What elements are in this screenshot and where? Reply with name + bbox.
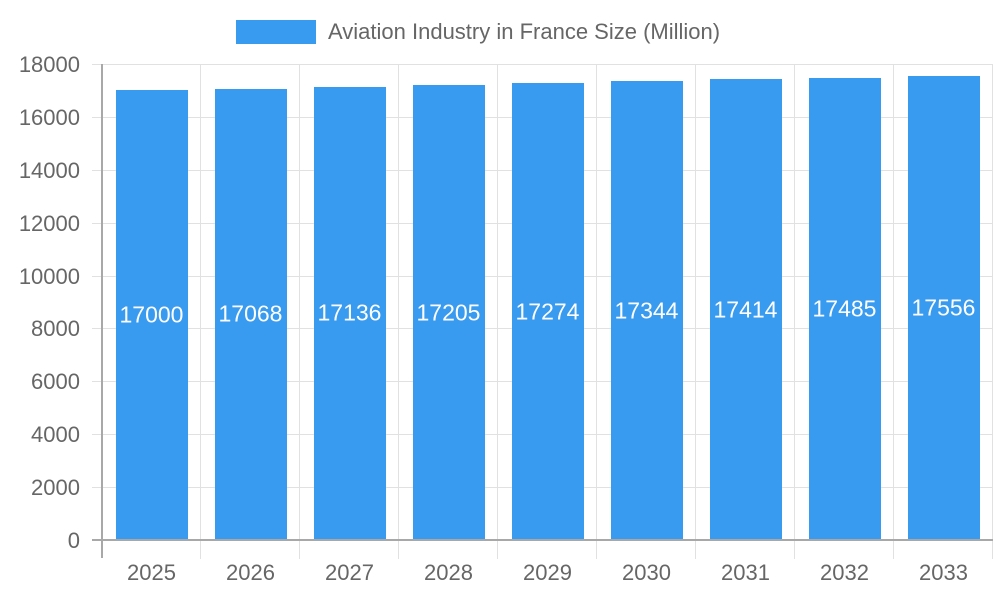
legend[interactable]: Aviation Industry in France Size (Millio… xyxy=(236,19,720,45)
bar-2026[interactable] xyxy=(214,88,287,540)
bar-value-label: 17205 xyxy=(416,299,481,325)
bar-2033[interactable] xyxy=(907,75,980,540)
x-tick-label: 2033 xyxy=(919,560,968,585)
bar-value-label: 17485 xyxy=(812,295,877,322)
y-tick-label: 14000 xyxy=(18,158,80,183)
x-tick-label: 2032 xyxy=(820,560,869,585)
x-tick-label: 2027 xyxy=(325,560,374,585)
y-tick-label: 4000 xyxy=(31,422,80,447)
gridline-vertical xyxy=(200,64,201,559)
y-tick-label: 2000 xyxy=(31,475,80,500)
x-tick-label: 2030 xyxy=(622,560,671,585)
y-tick-label: 0 xyxy=(67,528,80,553)
bar-value-label: 17274 xyxy=(515,298,580,325)
x-tick-label: 2028 xyxy=(424,560,473,585)
legend-swatch xyxy=(236,20,316,44)
x-axis-line xyxy=(92,539,993,541)
x-tick-label: 2029 xyxy=(523,560,572,585)
x-tick-label: 2026 xyxy=(226,560,275,585)
gridline-vertical xyxy=(794,64,795,559)
bar-2029[interactable] xyxy=(511,83,584,540)
bar-2030[interactable] xyxy=(610,81,683,540)
gridline-vertical xyxy=(695,64,696,559)
bar-2031[interactable] xyxy=(709,79,782,540)
gridline-vertical xyxy=(299,64,300,559)
gridline-horizontal xyxy=(92,64,993,65)
bar-2027[interactable] xyxy=(313,86,386,540)
bar-value-label: 17344 xyxy=(614,297,679,324)
gridline-vertical xyxy=(398,64,399,559)
gridline-vertical xyxy=(497,64,498,559)
y-axis-line xyxy=(101,64,103,558)
x-tick-label: 2025 xyxy=(127,560,176,585)
bar-value-label: 17136 xyxy=(317,299,382,326)
y-tick-label: 12000 xyxy=(18,211,80,236)
y-tick-label: 16000 xyxy=(18,105,80,130)
y-tick-label: 18000 xyxy=(18,52,80,77)
gridline-vertical xyxy=(893,64,894,559)
bar-2028[interactable] xyxy=(412,85,485,540)
gridline-vertical xyxy=(992,64,993,559)
y-tick-label: 10000 xyxy=(18,264,80,289)
y-tick-label: 8000 xyxy=(31,316,80,341)
legend-label: Aviation Industry in France Size (Millio… xyxy=(328,19,721,44)
bar-value-label: 17556 xyxy=(911,294,976,321)
bar-value-label: 17000 xyxy=(119,301,184,328)
bar-value-label: 17068 xyxy=(218,300,283,327)
bar-2025[interactable] xyxy=(115,90,188,540)
x-tick-label: 2031 xyxy=(721,560,770,585)
y-tick-label: 6000 xyxy=(31,369,80,394)
bar-2032[interactable] xyxy=(808,77,881,540)
bar-value-label: 17414 xyxy=(713,296,778,323)
gridline-vertical xyxy=(596,64,597,559)
